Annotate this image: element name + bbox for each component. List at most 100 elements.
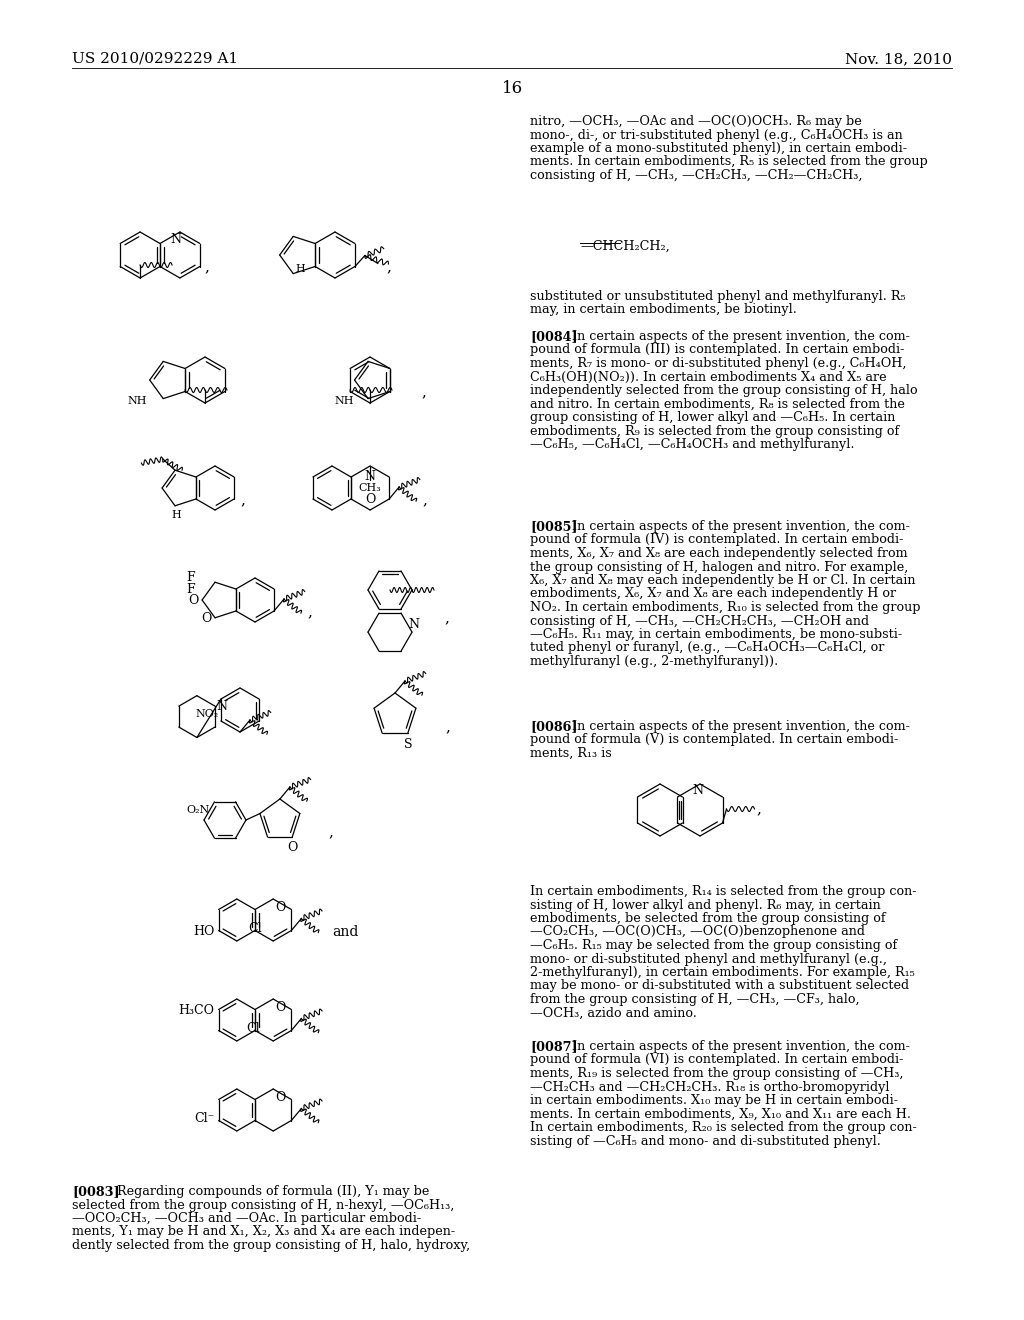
Text: embodiments, X₆, X₇ and X₈ are each independently H or: embodiments, X₆, X₇ and X₈ are each inde…	[530, 587, 896, 601]
Text: in certain embodiments. X₁₀ may be H in certain embodi-: in certain embodiments. X₁₀ may be H in …	[530, 1094, 898, 1107]
Text: 16: 16	[502, 81, 522, 96]
Text: NO₂. In certain embodiments, R₁₀ is selected from the group: NO₂. In certain embodiments, R₁₀ is sele…	[530, 601, 921, 614]
Text: ments. In certain embodiments, X₉, X₁₀ and X₁₁ are each H.: ments. In certain embodiments, X₉, X₁₀ a…	[530, 1107, 911, 1121]
Text: ments. In certain embodiments, R₅ is selected from the group: ments. In certain embodiments, R₅ is sel…	[530, 156, 928, 169]
Text: —C₆H₅. R₁₅ may be selected from the group consisting of: —C₆H₅. R₁₅ may be selected from the grou…	[530, 939, 897, 952]
Text: mono-, di-, or tri-substituted phenyl (e.g., C₆H₄OCH₃ is an: mono-, di-, or tri-substituted phenyl (e…	[530, 128, 903, 141]
Text: Nov. 18, 2010: Nov. 18, 2010	[845, 51, 952, 66]
Text: In certain aspects of the present invention, the com-: In certain aspects of the present invent…	[564, 520, 910, 533]
Text: pound of formula (IV) is contemplated. In certain embodi-: pound of formula (IV) is contemplated. I…	[530, 533, 903, 546]
Text: H: H	[171, 510, 181, 520]
Text: and nitro. In certain embodiments, R₈ is selected from the: and nitro. In certain embodiments, R₈ is…	[530, 397, 905, 411]
Text: O₂N: O₂N	[186, 805, 210, 814]
Text: [0083]: [0083]	[72, 1185, 120, 1199]
Text: [0086]: [0086]	[530, 719, 578, 733]
Text: ,: ,	[444, 611, 449, 626]
Text: mono- or di-substituted phenyl and methylfuranyl (e.g.,: mono- or di-substituted phenyl and methy…	[530, 953, 887, 965]
Text: embodiments, R₉ is selected from the group consisting of: embodiments, R₉ is selected from the gro…	[530, 425, 899, 437]
Text: selected from the group consisting of H, n-hexyl, —OC₆H₁₃,: selected from the group consisting of H,…	[72, 1199, 455, 1212]
Text: Cl: Cl	[248, 921, 262, 935]
Text: nitro, —OCH₃, —OAc and —OC(O)OCH₃. R₆ may be: nitro, —OCH₃, —OAc and —OC(O)OCH₃. R₆ ma…	[530, 115, 862, 128]
Text: pound of formula (VI) is contemplated. In certain embodi-: pound of formula (VI) is contemplated. I…	[530, 1053, 903, 1067]
Text: —CHCH₂CH₂,: —CHCH₂CH₂,	[580, 240, 670, 253]
Text: pound of formula (V) is contemplated. In certain embodi-: pound of formula (V) is contemplated. In…	[530, 734, 898, 747]
Text: HO: HO	[194, 925, 215, 939]
Text: and: and	[332, 925, 358, 939]
Text: US 2010/0292229 A1: US 2010/0292229 A1	[72, 51, 239, 66]
Text: In certain aspects of the present invention, the com-: In certain aspects of the present invent…	[564, 330, 910, 343]
Text: from the group consisting of H, —CH₃, —CF₃, halo,: from the group consisting of H, —CH₃, —C…	[530, 993, 859, 1006]
Text: ments, R₁₃ is: ments, R₁₃ is	[530, 747, 611, 760]
Text: substituted or unsubstituted phenyl and methylfuranyl. R₅: substituted or unsubstituted phenyl and …	[530, 290, 905, 304]
Text: In certain embodiments, R₂₀ is selected from the group con-: In certain embodiments, R₂₀ is selected …	[530, 1121, 916, 1134]
Text: [0084]: [0084]	[530, 330, 578, 343]
Text: sisting of H, lower alkyl and phenyl. R₆ may, in certain: sisting of H, lower alkyl and phenyl. R₆…	[530, 899, 881, 912]
Text: group consisting of H, lower alkyl and —C₆H₅. In certain: group consisting of H, lower alkyl and —…	[530, 411, 895, 424]
Text: N: N	[409, 618, 420, 631]
Text: ments, Y₁ may be H and X₁, X₂, X₃ and X₄ are each indepen-: ments, Y₁ may be H and X₁, X₂, X₃ and X₄…	[72, 1225, 455, 1238]
Text: N: N	[692, 784, 703, 797]
Text: N: N	[216, 700, 227, 713]
Text: NH: NH	[335, 396, 354, 405]
Text: [0085]: [0085]	[530, 520, 578, 533]
Text: In certain aspects of the present invention, the com-: In certain aspects of the present invent…	[564, 1040, 910, 1053]
Text: pound of formula (III) is contemplated. In certain embodi-: pound of formula (III) is contemplated. …	[530, 343, 904, 356]
Text: consisting of H, —CH₃, —CH₂CH₂CH₃, —CH₂OH and: consisting of H, —CH₃, —CH₂CH₂CH₃, —CH₂O…	[530, 615, 869, 627]
Text: C₆H₃(OH)(NO₂)). In certain embodiments X₄ and X₅ are: C₆H₃(OH)(NO₂)). In certain embodiments X…	[530, 371, 887, 384]
Text: ,: ,	[329, 825, 334, 840]
Text: O: O	[275, 902, 286, 913]
Text: Cl⁻: Cl⁻	[195, 1111, 215, 1125]
Text: methylfuranyl (e.g., 2-methylfuranyl)).: methylfuranyl (e.g., 2-methylfuranyl)).	[530, 655, 778, 668]
Text: N: N	[170, 234, 181, 246]
Text: Regarding compounds of formula (II), Y₁ may be: Regarding compounds of formula (II), Y₁ …	[117, 1185, 429, 1199]
Text: ,: ,	[421, 385, 426, 399]
Text: F: F	[186, 582, 195, 595]
Text: dently selected from the group consisting of H, halo, hydroxy,: dently selected from the group consistin…	[72, 1239, 470, 1251]
Text: may be mono- or di-substituted with a substituent selected: may be mono- or di-substituted with a su…	[530, 979, 909, 993]
Text: X₆, X₇ and X₈ may each independently be H or Cl. In certain: X₆, X₇ and X₈ may each independently be …	[530, 574, 915, 587]
Text: ,: ,	[307, 605, 312, 619]
Text: sisting of —C₆H₅ and mono- and di-substituted phenyl.: sisting of —C₆H₅ and mono- and di-substi…	[530, 1134, 881, 1147]
Text: H₃CO: H₃CO	[178, 1005, 215, 1016]
Text: 2-methylfuranyl), in certain embodiments. For example, R₁₅: 2-methylfuranyl), in certain embodiments…	[530, 966, 914, 979]
Text: ,: ,	[757, 803, 762, 816]
Text: ,: ,	[205, 260, 210, 275]
Text: F: F	[186, 570, 195, 583]
Text: ments, R₁₉ is selected from the group consisting of —CH₃,: ments, R₁₉ is selected from the group co…	[530, 1067, 903, 1080]
Text: embodiments, be selected from the group consisting of: embodiments, be selected from the group …	[530, 912, 886, 925]
Text: [0087]: [0087]	[530, 1040, 578, 1053]
Text: NH: NH	[128, 396, 147, 405]
Text: H: H	[295, 264, 305, 273]
Text: —CO₂CH₃, —OC(O)CH₃, —OC(O)benzophenone and: —CO₂CH₃, —OC(O)CH₃, —OC(O)benzophenone a…	[530, 925, 865, 939]
Text: —C₆H₅, —C₆H₄Cl, —C₆H₄OCH₃ and methylfuranyl.: —C₆H₅, —C₆H₄Cl, —C₆H₄OCH₃ and methylfura…	[530, 438, 854, 451]
Text: —C₆H₅. R₁₁ may, in certain embodiments, be mono-substi-: —C₆H₅. R₁₁ may, in certain embodiments, …	[530, 628, 902, 642]
Text: O: O	[188, 594, 199, 607]
Text: O: O	[202, 612, 212, 626]
Text: may, in certain embodiments, be biotinyl.: may, in certain embodiments, be biotinyl…	[530, 304, 797, 317]
Text: tuted phenyl or furanyl, (e.g., —C₆H₄OCH₃—C₆H₄Cl, or: tuted phenyl or furanyl, (e.g., —C₆H₄OCH…	[530, 642, 885, 655]
Text: CH₃: CH₃	[358, 483, 382, 492]
Text: example of a mono-substituted phenyl), in certain embodi-: example of a mono-substituted phenyl), i…	[530, 143, 907, 154]
Text: In certain aspects of the present invention, the com-: In certain aspects of the present invent…	[564, 719, 910, 733]
Text: —OCH₃, azido and amino.: —OCH₃, azido and amino.	[530, 1006, 697, 1019]
Text: ments, X₆, X₇ and X₈ are each independently selected from: ments, X₆, X₇ and X₈ are each independen…	[530, 546, 907, 560]
Text: —CH₂CH₃ and —CH₂CH₂CH₃. R₁₈ is ortho-bromopyridyl: —CH₂CH₃ and —CH₂CH₂CH₃. R₁₈ is ortho-bro…	[530, 1081, 890, 1093]
Text: N: N	[365, 470, 376, 483]
Text: the group consisting of H, halogen and nitro. For example,: the group consisting of H, halogen and n…	[530, 561, 908, 573]
Text: ,: ,	[240, 492, 245, 507]
Text: S: S	[403, 738, 413, 751]
Text: Cl: Cl	[246, 1022, 260, 1035]
Text: ments, R₇ is mono- or di-substituted phenyl (e.g., C₆H₄OH,: ments, R₇ is mono- or di-substituted phe…	[530, 356, 906, 370]
Text: O: O	[287, 841, 297, 854]
Text: consisting of H, —CH₃, —CH₂CH₃, —CH₂—CH₂CH₃,: consisting of H, —CH₃, —CH₂CH₃, —CH₂—CH₂…	[530, 169, 862, 182]
Text: —OCO₂CH₃, —OCH₃ and —OAc. In particular embodi-: —OCO₂CH₃, —OCH₃ and —OAc. In particular …	[72, 1212, 421, 1225]
Text: NO₂: NO₂	[196, 709, 219, 719]
Text: In certain embodiments, R₁₄ is selected from the group con-: In certain embodiments, R₁₄ is selected …	[530, 884, 916, 898]
Text: O: O	[365, 492, 375, 506]
Text: O: O	[275, 1001, 286, 1014]
Text: ,: ,	[422, 492, 427, 507]
Text: O: O	[275, 1092, 286, 1104]
Text: ,: ,	[445, 719, 450, 734]
Text: ,: ,	[386, 260, 391, 275]
Text: independently selected from the group consisting of H, halo: independently selected from the group co…	[530, 384, 918, 397]
